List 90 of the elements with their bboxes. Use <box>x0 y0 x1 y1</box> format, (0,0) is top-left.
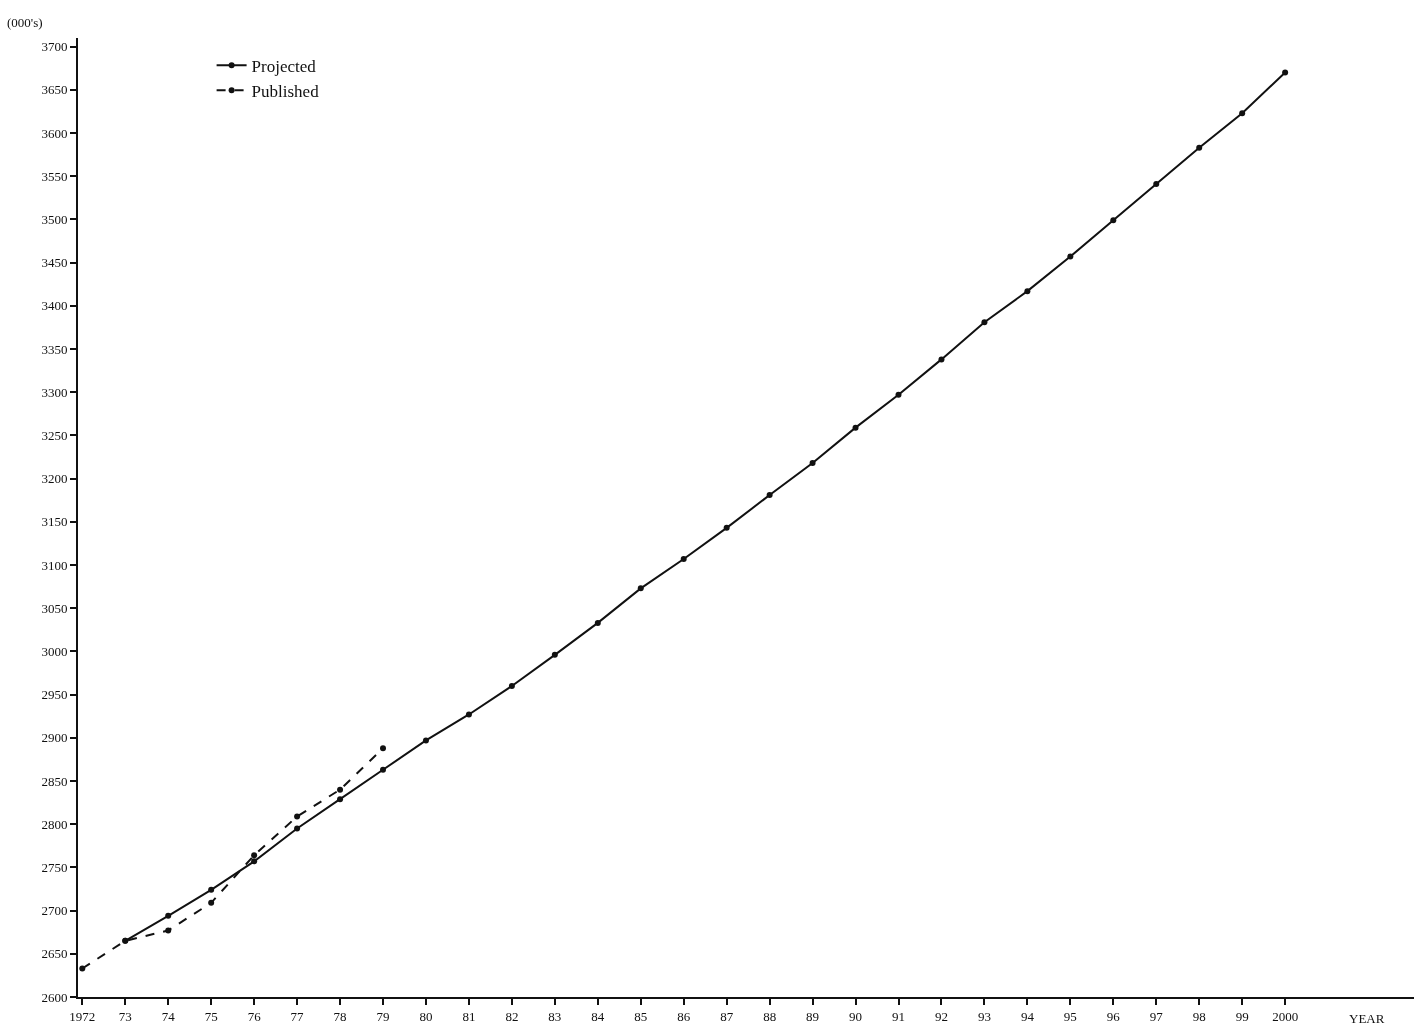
point <box>337 786 344 793</box>
y-tick-label: 2650 <box>41 946 68 962</box>
y-tick-label: 3300 <box>41 384 68 400</box>
legend-label: Projected <box>251 56 317 76</box>
y-tick-label: 3250 <box>41 427 68 443</box>
x-tick-label: 98 <box>1192 1008 1206 1024</box>
legend-label: Published <box>251 81 320 101</box>
point <box>1196 144 1203 151</box>
y-tick-label: 3050 <box>41 600 68 616</box>
point <box>766 492 773 499</box>
y-tick-label: 3200 <box>41 471 68 487</box>
x-tick-label: 73 <box>118 1008 132 1024</box>
point <box>165 927 172 934</box>
y-tick-label: 3650 <box>41 82 68 98</box>
x-tick-label: 91 <box>892 1008 905 1024</box>
x-tick-label: 88 <box>763 1008 777 1024</box>
x-tick-label: 79 <box>376 1008 390 1024</box>
point <box>465 711 472 718</box>
point <box>422 737 429 744</box>
x-tick-label: 83 <box>548 1008 562 1024</box>
y-tick-label: 3350 <box>41 341 68 357</box>
y-tick-label: 3150 <box>41 514 68 530</box>
point <box>337 796 344 803</box>
y-tick-label: 2800 <box>41 816 68 832</box>
point <box>165 912 172 919</box>
point <box>1239 110 1246 117</box>
point <box>723 524 730 531</box>
point <box>938 356 945 363</box>
y-tick-label: 3550 <box>41 168 68 184</box>
x-tick-label: 93 <box>977 1008 991 1024</box>
y-tick-label: 3450 <box>41 255 68 271</box>
point <box>294 813 301 820</box>
y-axis-title: (000's) <box>7 15 43 30</box>
point <box>895 391 902 398</box>
point <box>594 619 601 626</box>
x-tick-label: 75 <box>204 1008 218 1024</box>
point <box>680 555 687 562</box>
x-tick-label: 85 <box>634 1008 648 1024</box>
y-tick-label: 3100 <box>41 557 68 573</box>
x-tick-label: 86 <box>677 1008 691 1024</box>
x-axis-title: YEAR <box>1349 1011 1385 1026</box>
point <box>294 825 301 832</box>
x-tick-label: 2000 <box>1272 1008 1299 1024</box>
x-tick-label: 89 <box>806 1008 820 1024</box>
point <box>1153 181 1160 188</box>
y-tick-label: 3500 <box>41 211 68 227</box>
point <box>981 319 988 326</box>
point <box>1024 288 1031 295</box>
point <box>251 852 258 859</box>
point <box>208 886 215 893</box>
point <box>637 585 644 592</box>
y-tick-label: 2850 <box>41 773 68 789</box>
y-tick-label: 2950 <box>41 687 68 703</box>
point <box>380 745 386 752</box>
point <box>380 766 386 773</box>
x-tick-label: 74 <box>161 1008 176 1024</box>
point <box>551 651 558 658</box>
x-tick-label: 96 <box>1106 1008 1121 1024</box>
point <box>1282 69 1289 76</box>
x-tick-label: 95 <box>1063 1008 1077 1024</box>
x-tick-label: 87 <box>720 1008 734 1024</box>
point <box>208 899 215 906</box>
y-tick-label: 2700 <box>41 903 68 919</box>
y-tick-label: 3600 <box>41 125 68 141</box>
x-tick-label: 97 <box>1149 1008 1164 1024</box>
point <box>1067 253 1074 260</box>
x-tick-label: 84 <box>591 1008 605 1024</box>
y-tick-label: 3000 <box>41 643 68 659</box>
point <box>852 424 859 431</box>
x-tick-label: 80 <box>419 1008 433 1024</box>
x-tick-label: 1972 <box>69 1008 96 1024</box>
y-tick-label: 2900 <box>41 730 68 746</box>
x-tick-label: 90 <box>849 1008 863 1024</box>
x-tick-label: 94 <box>1020 1008 1035 1024</box>
x-tick-label: 76 <box>247 1008 262 1024</box>
x-tick-label: 77 <box>290 1008 305 1024</box>
y-tick-label: 2600 <box>41 989 68 1005</box>
point <box>508 682 515 689</box>
x-tick-label: 99 <box>1235 1008 1249 1024</box>
x-tick-label: 81 <box>462 1008 476 1024</box>
x-tick-label: 92 <box>934 1008 948 1024</box>
point <box>251 858 258 865</box>
y-tick-label: 2750 <box>41 859 68 875</box>
point <box>1110 217 1117 224</box>
x-tick-label: 78 <box>333 1008 347 1024</box>
y-tick-label: 3700 <box>41 39 68 55</box>
point <box>79 965 86 972</box>
y-tick-label: 3400 <box>41 298 68 314</box>
point <box>809 460 816 467</box>
x-tick-label: 82 <box>505 1008 519 1024</box>
